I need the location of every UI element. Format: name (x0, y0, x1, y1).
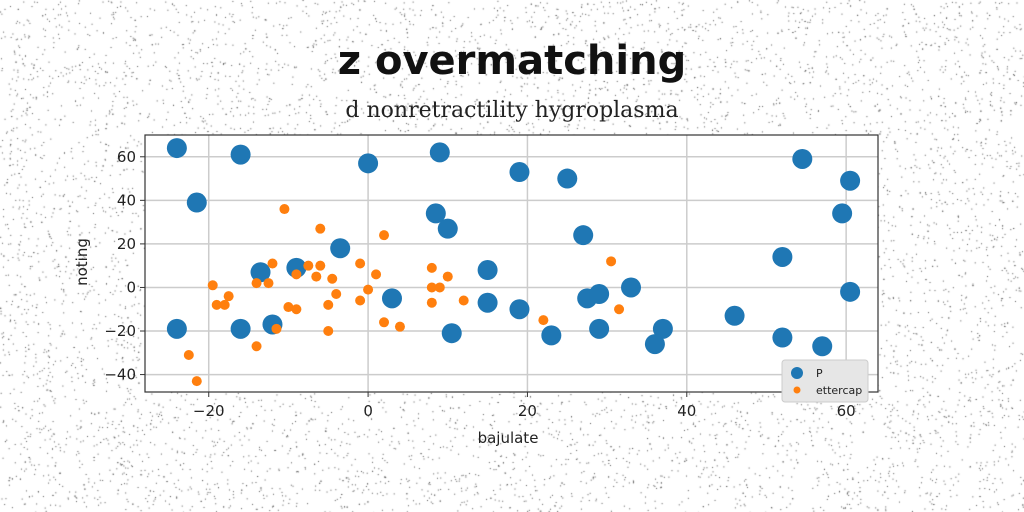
point-series-p (772, 246, 793, 267)
x-tick-label: 60 (837, 402, 856, 420)
y-tick-label: 0 (126, 278, 136, 296)
point-series-p (230, 144, 251, 165)
point-series-p (250, 262, 271, 283)
point-series-p (644, 334, 665, 355)
y-tick-label: 20 (117, 235, 136, 253)
point-series-p (772, 327, 793, 348)
point-series-p (441, 323, 462, 344)
point-series-ettercap (283, 302, 294, 313)
point-series-ettercap (379, 317, 390, 328)
point-series-p (477, 260, 498, 281)
legend-label: ettercap (816, 384, 862, 397)
point-series-ettercap (223, 291, 234, 302)
point-series-ettercap (279, 204, 290, 215)
x-tick-label: −20 (193, 402, 225, 420)
point-series-p (652, 318, 673, 339)
point-series-ettercap (394, 321, 405, 332)
point-series-p (509, 299, 530, 320)
point-series-ettercap (271, 323, 282, 334)
point-series-ettercap (363, 284, 374, 295)
legend-box (781, 359, 869, 403)
point-series-ettercap (311, 271, 322, 282)
point-series-p (812, 336, 833, 357)
axes: −20 0 20 40 60 −40 −20 0 20 40 60 (104, 134, 879, 420)
point-series-p (589, 283, 610, 304)
x-axis-label: bajulate (478, 429, 539, 447)
point-series-ettercap (251, 341, 262, 352)
point-series-p (166, 318, 187, 339)
chart-subtitle: d nonretractility hygroplasma (345, 98, 679, 123)
point-series-ettercap (355, 258, 366, 269)
point-series-ettercap (442, 271, 453, 282)
point-series-p (286, 257, 307, 278)
point-series-ettercap (606, 256, 617, 267)
point-series-ettercap (458, 295, 469, 306)
point-series-p (330, 238, 351, 259)
point-series-p (186, 192, 207, 213)
point-series-ettercap (211, 299, 222, 310)
point-series-p (589, 318, 610, 339)
point-series-ettercap (291, 304, 302, 315)
point-series-ettercap (327, 273, 338, 284)
legend-marker (793, 386, 801, 394)
point-series-p (573, 225, 594, 246)
point-series-p (425, 203, 446, 224)
point-series-ettercap (426, 282, 437, 293)
point-series-ettercap (267, 258, 278, 269)
point-series-p (621, 277, 642, 298)
point-series-ettercap (614, 304, 625, 315)
point-series-ettercap (263, 278, 274, 289)
point-series-p (381, 288, 402, 309)
point-series-p (840, 170, 861, 191)
point-series-ettercap (315, 223, 326, 234)
y-tick-label: −20 (104, 322, 136, 340)
point-series-ettercap (303, 260, 314, 271)
chart-title: z overmatching (337, 38, 687, 84)
point-series-p (437, 218, 458, 239)
point-series-p (557, 168, 578, 189)
x-tick-label: 20 (518, 402, 537, 420)
point-series-p (429, 142, 450, 163)
point-series-p (509, 162, 530, 183)
plot-border (144, 134, 879, 393)
point-series-ettercap (191, 376, 202, 387)
point-series-p (832, 203, 853, 224)
point-series-ettercap (331, 288, 342, 299)
point-series-ettercap (426, 262, 437, 273)
point-series-ettercap (434, 282, 445, 293)
y-axis-label: noting (73, 238, 91, 286)
point-series-ettercap (355, 295, 366, 306)
point-series-p (166, 138, 187, 159)
y-tick-label: −40 (104, 366, 136, 384)
point-series-ettercap (379, 230, 390, 241)
point-series-ettercap (371, 269, 382, 280)
point-series-ettercap (291, 269, 302, 280)
point-series-p (840, 281, 861, 302)
point-series-p (724, 305, 745, 326)
point-series-ettercap (538, 315, 549, 326)
y-tick-label: 40 (117, 191, 136, 209)
point-series-p (541, 325, 562, 346)
point-series-p (792, 148, 813, 169)
point-series-ettercap (219, 299, 230, 310)
point-series-ettercap (426, 297, 437, 308)
point-series-ettercap (315, 260, 326, 271)
point-series-ettercap (323, 299, 334, 310)
data-points (166, 138, 861, 387)
y-tick-label: 60 (117, 148, 136, 166)
x-tick-label: 40 (677, 402, 696, 420)
point-series-ettercap (251, 278, 262, 289)
legend-label: P (816, 367, 823, 380)
legend-marker (791, 367, 803, 379)
point-series-ettercap (183, 349, 194, 360)
point-series-p (477, 292, 498, 313)
point-series-ettercap (207, 280, 218, 291)
point-series-p (230, 318, 251, 339)
x-tick-label: 0 (363, 402, 373, 420)
point-series-ettercap (323, 326, 334, 337)
point-series-p (358, 153, 379, 174)
